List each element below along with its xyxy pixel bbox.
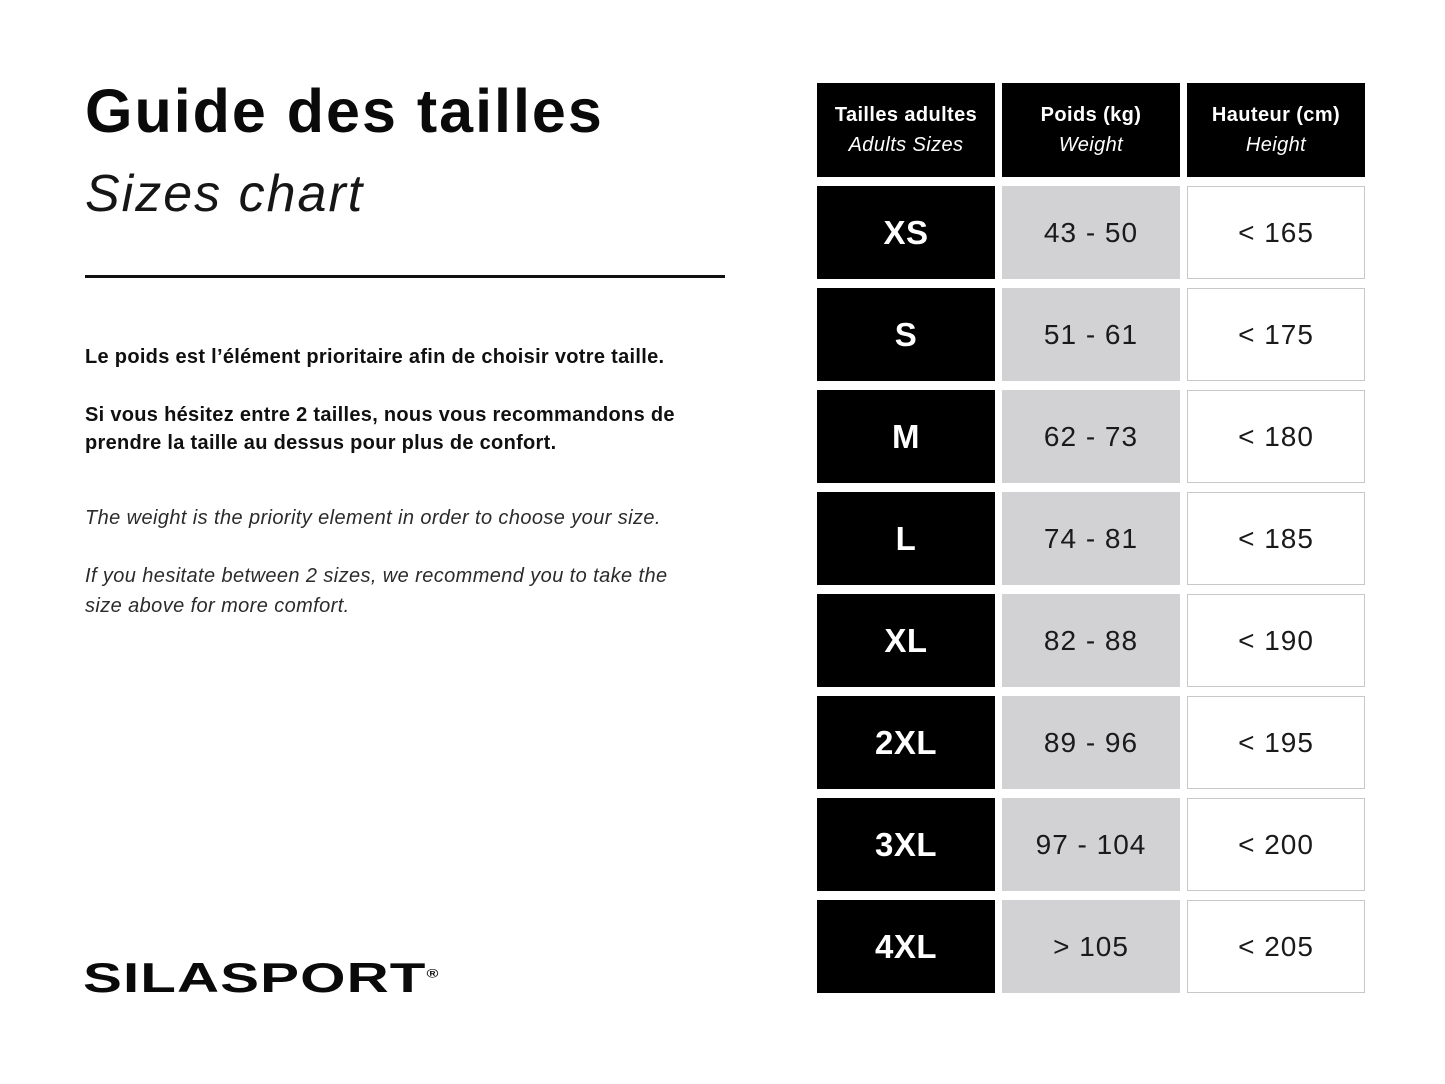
- intro-en-paragraph-1: The weight is the priority element in or…: [85, 507, 661, 529]
- weight-cell: 74 - 81: [1002, 492, 1180, 585]
- height-cell: < 195: [1187, 696, 1365, 789]
- height-cell: < 165: [1187, 186, 1365, 279]
- weight-cell: 51 - 61: [1002, 288, 1180, 381]
- weight-cell: 97 - 104: [1002, 798, 1180, 891]
- column-header-height: Hauteur (cm) Height: [1187, 83, 1365, 177]
- weight-cell: 89 - 96: [1002, 696, 1180, 789]
- size-cell: M: [817, 390, 995, 483]
- size-table: Tailles adultes Adults Sizes Poids (kg) …: [817, 83, 1365, 993]
- height-cell: < 190: [1187, 594, 1365, 687]
- height-cell: < 200: [1187, 798, 1365, 891]
- size-cell: 3XL: [817, 798, 995, 891]
- column-header-height-en: Height: [1245, 133, 1307, 156]
- height-cell: < 180: [1187, 390, 1365, 483]
- weight-cell: > 105: [1002, 900, 1180, 993]
- page-title-fr: Guide des tailles: [85, 77, 604, 145]
- column-header-height-fr: Hauteur (cm): [1211, 103, 1341, 126]
- column-header-sizes: Tailles adultes Adults Sizes: [817, 83, 995, 177]
- page-title-en: Sizes chart: [85, 165, 365, 223]
- size-cell: 2XL: [817, 696, 995, 789]
- size-cell: XL: [817, 594, 995, 687]
- height-cell: < 185: [1187, 492, 1365, 585]
- intro-fr-paragraph-1: Le poids est l’élément prioritaire afin …: [85, 346, 665, 368]
- size-cell: 4XL: [817, 900, 995, 993]
- silasport-logo-text: SILASPORT: [83, 954, 427, 1002]
- column-header-weight: Poids (kg) Weight: [1002, 83, 1180, 177]
- size-cell: XS: [817, 186, 995, 279]
- column-header-sizes-fr: Tailles adultes: [834, 103, 978, 126]
- weight-cell: 62 - 73: [1002, 390, 1180, 483]
- column-header-weight-fr: Poids (kg): [1040, 103, 1142, 126]
- column-header-weight-en: Weight: [1058, 133, 1124, 156]
- weight-cell: 82 - 88: [1002, 594, 1180, 687]
- intro-en-paragraph-2: If you hesitate between 2 sizes, we reco…: [85, 565, 668, 617]
- height-cell: < 205: [1187, 900, 1365, 993]
- registered-mark-icon: ®: [426, 967, 439, 981]
- column-header-sizes-en: Adults Sizes: [848, 133, 964, 156]
- height-cell: < 175: [1187, 288, 1365, 381]
- size-cell: L: [817, 492, 995, 585]
- intro-fr-paragraph-2: Si vous hésitez entre 2 tailles, nous vo…: [85, 404, 675, 454]
- weight-cell: 43 - 50: [1002, 186, 1180, 279]
- size-cell: S: [817, 288, 995, 381]
- divider: [85, 275, 725, 278]
- silasport-logo: SILASPORT®: [83, 954, 438, 1002]
